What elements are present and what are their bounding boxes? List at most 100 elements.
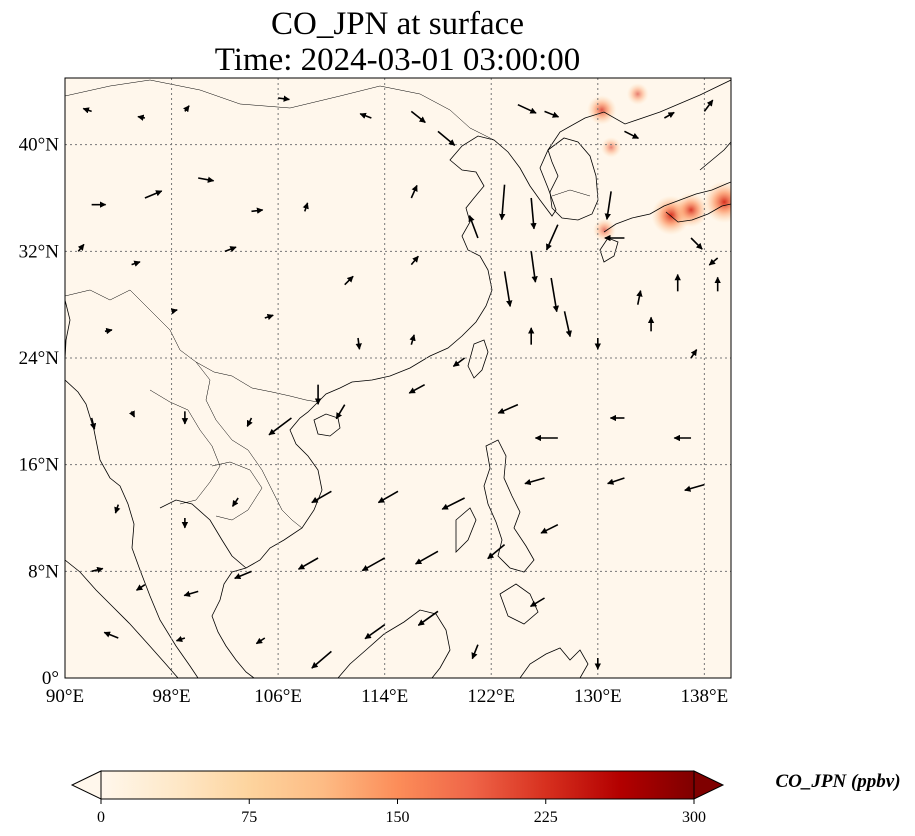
wind-arrow [364, 624, 386, 640]
coastline-borneo [337, 609, 451, 678]
lon-tick-label: 106°E [254, 686, 302, 707]
lat-tick-label: 40°N [19, 135, 60, 156]
colorbar-label: CO_JPN (ppbv) [775, 771, 900, 792]
wind-arrow [311, 650, 332, 669]
wind-arrow [607, 477, 625, 485]
lat-tick-label: 32°N [19, 241, 60, 262]
wind-arrow [529, 597, 545, 608]
coastline-hainan [313, 413, 341, 437]
lat-tick-label: 0° [42, 668, 59, 689]
latitude-axis: 0° 8°N 16°N 24°N 32°N 40°N [19, 135, 60, 689]
border-china-north [65, 79, 495, 141]
coastlines [65, 79, 731, 678]
wind-arrow [103, 631, 119, 639]
wind-arrow [409, 334, 416, 345]
wind-arrow [708, 257, 719, 266]
wind-arrow [114, 504, 121, 514]
border-thailand [149, 389, 221, 505]
hotspot-2 [673, 192, 709, 228]
wind-arrow [198, 176, 215, 183]
wind-arrow [91, 566, 104, 574]
wind-arrow [144, 190, 163, 199]
wind-arrow [703, 99, 714, 112]
wind-arrow [540, 523, 559, 534]
wind-arrow [344, 275, 354, 286]
map-frame [64, 77, 732, 679]
wind-arrow [415, 550, 439, 565]
colorbar-tick-label: 300 [682, 809, 706, 826]
wind-arrow [437, 130, 456, 146]
wind-arrow [335, 404, 346, 420]
wind-arrow [82, 107, 92, 114]
coastline-myanmar [65, 379, 199, 678]
wind-arrow [471, 644, 479, 660]
wind-arrow [264, 313, 274, 321]
wind-arrow [255, 637, 266, 645]
wind-arrow [77, 243, 85, 252]
wind-arrow [624, 130, 640, 140]
lon-tick-label: 114°E [361, 686, 408, 707]
wind-arrow [503, 271, 513, 307]
wind-arrow [410, 110, 426, 124]
lat-tick-label: 16°N [19, 455, 60, 476]
wind-arrow [410, 184, 418, 199]
longitude-axis: 90°E 98°E 106°E 114°E 122°E 130°E 138°E [46, 686, 728, 707]
lon-tick-label: 138°E [681, 686, 729, 707]
wind-arrow [89, 417, 97, 430]
wind-arrow [530, 197, 537, 230]
wind-arrow [355, 337, 362, 350]
wind-arrow [224, 246, 237, 253]
lon-tick-label: 98°E [152, 686, 190, 707]
colorbar-ticks: 0 75 150 225 300 [97, 799, 706, 826]
wind-arrow [302, 202, 309, 212]
border-korea-dmz [551, 189, 591, 197]
hotspot-0 [703, 181, 731, 223]
wind-arrow [487, 544, 506, 560]
colorbar-tick-label: 75 [241, 809, 257, 826]
wind-arrow [545, 224, 559, 251]
wind-arrow [246, 417, 253, 427]
colorbar: 0 75 150 225 300 CO_JPN (ppbv) [70, 770, 901, 826]
colorbar-tick-label: 150 [386, 809, 410, 826]
wind-arrow [183, 590, 199, 597]
wind-arrow [278, 95, 290, 102]
country-borders [65, 79, 591, 529]
wind-arrow [636, 290, 643, 305]
wind-arrow [441, 497, 465, 510]
wind-arrow [410, 255, 419, 266]
colorbar-tick-label: 225 [534, 809, 558, 826]
hotspot-5 [600, 136, 622, 158]
colorbar-extend-high [693, 770, 725, 800]
lon-tick-label: 130°E [574, 686, 622, 707]
coastline-japan [599, 141, 731, 263]
wind-arrow [135, 584, 146, 591]
wind-arrow [359, 112, 372, 119]
wind-arrow [417, 610, 439, 626]
colorbar-bar [101, 771, 694, 799]
plot-title: CO_JPN at surface [271, 6, 524, 42]
coastline-sulawesi [519, 647, 589, 678]
wind-arrow [128, 410, 136, 418]
wind-arrow [664, 111, 675, 119]
wind-arrow [544, 110, 560, 118]
lat-tick-label: 24°N [19, 348, 60, 369]
wind-arrow [311, 490, 332, 504]
wind-arrow [690, 349, 698, 359]
wind-arrow [497, 403, 519, 414]
plot-subtitle: Time: 2024-03-01 03:00:00 [214, 42, 581, 78]
wind-arrow [524, 477, 545, 486]
wind-arrow [377, 490, 399, 504]
wind-arrow [268, 417, 292, 436]
wind-arrow [175, 635, 186, 643]
wind-arrow [604, 191, 612, 220]
wind-arrow [131, 260, 141, 267]
wind-arrow [170, 308, 178, 315]
wind-arrow [408, 383, 426, 394]
wind-arrow [104, 327, 113, 335]
border-cambodia [211, 461, 263, 521]
wind-arrow [563, 311, 572, 338]
coastline-gulf-thailand [159, 499, 247, 569]
wind-arrow [251, 207, 264, 214]
concentration-field [65, 78, 731, 678]
